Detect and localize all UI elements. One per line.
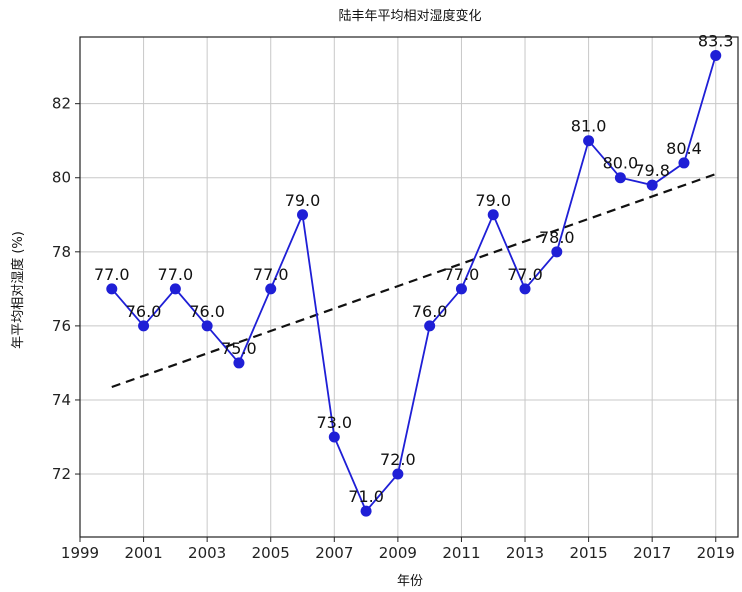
- data-label: 71.0: [348, 487, 384, 506]
- x-axis-title: 年份: [397, 574, 423, 589]
- data-label: 80.4: [666, 139, 702, 158]
- data-point: [328, 431, 340, 443]
- data-label: 79.0: [285, 191, 321, 210]
- y-tick-label: 78: [52, 243, 71, 261]
- data-point: [710, 50, 722, 62]
- data-point: [455, 283, 467, 295]
- plot-frame: [79, 36, 739, 538]
- data-point: [201, 320, 213, 332]
- data-label: 77.0: [94, 265, 130, 284]
- chart-title: 陆丰年平均相对湿度变化: [338, 8, 481, 24]
- data-point: [424, 320, 436, 332]
- series-line: [111, 55, 717, 513]
- data-point: [487, 209, 499, 221]
- x-tick-label: 2007: [315, 544, 353, 562]
- data-point: [106, 283, 118, 295]
- data-point: [583, 135, 595, 147]
- x-tick-label: 2017: [633, 544, 671, 562]
- y-tick-label: 82: [52, 95, 71, 113]
- data-labels: 77.0 76.0 77.0 76.0 75.0 77.0 79.0 73.0 71.0 72.0…: [94, 32, 734, 507]
- data-point: [360, 505, 372, 517]
- data-point: [551, 246, 563, 258]
- x-tick-label: 2003: [188, 544, 226, 562]
- x-tick-label: 2005: [252, 544, 290, 562]
- data-point: [519, 283, 531, 295]
- data-label: 77.0: [253, 265, 289, 284]
- data-point: [614, 172, 626, 184]
- data-label: 77.0: [507, 265, 543, 284]
- data-label: 75.0: [221, 339, 257, 358]
- series-layer: [106, 50, 722, 517]
- data-label: 79.8: [634, 161, 670, 180]
- data-point: [265, 283, 277, 295]
- data-label: 72.0: [380, 450, 416, 469]
- data-point: [169, 283, 181, 295]
- y-axis-title: 年平均相对湿度 (%): [10, 231, 26, 349]
- data-label: 79.0: [475, 191, 511, 210]
- y-tick-label: 72: [52, 465, 71, 483]
- x-tick-label: 2011: [442, 544, 480, 562]
- data-point: [392, 468, 404, 480]
- data-label: 81.0: [571, 117, 607, 136]
- tick-labels: 1999 2001 2003 2005 2007 2009 2011 2013 2015 2017…: [52, 95, 735, 562]
- y-tick-label: 76: [52, 317, 71, 335]
- trend-line: [111, 172, 717, 389]
- y-tick-label: 80: [52, 169, 71, 187]
- data-label: 76.0: [126, 302, 162, 321]
- trend-line-layer: [111, 172, 717, 389]
- data-label: 73.0: [316, 413, 352, 432]
- x-tick-label: 1999: [61, 544, 99, 562]
- x-tick-label: 2009: [379, 544, 417, 562]
- x-tick-label: 2001: [124, 544, 162, 562]
- data-point: [233, 357, 245, 369]
- data-label: 78.0: [539, 228, 575, 247]
- x-tick-label: 2013: [506, 544, 544, 562]
- data-point: [297, 209, 309, 221]
- data-label: 77.0: [158, 265, 194, 284]
- data-point: [646, 179, 658, 191]
- data-label: 76.0: [412, 302, 448, 321]
- data-label: 80.0: [603, 154, 639, 173]
- x-tick-label: 2015: [570, 544, 608, 562]
- data-label: 83.3: [698, 32, 734, 51]
- data-point: [678, 157, 690, 169]
- data-label: 76.0: [189, 302, 225, 321]
- y-tick-label: 74: [52, 391, 71, 409]
- data-label: 77.0: [444, 265, 480, 284]
- x-tick-label: 2019: [697, 544, 735, 562]
- data-point: [138, 320, 150, 332]
